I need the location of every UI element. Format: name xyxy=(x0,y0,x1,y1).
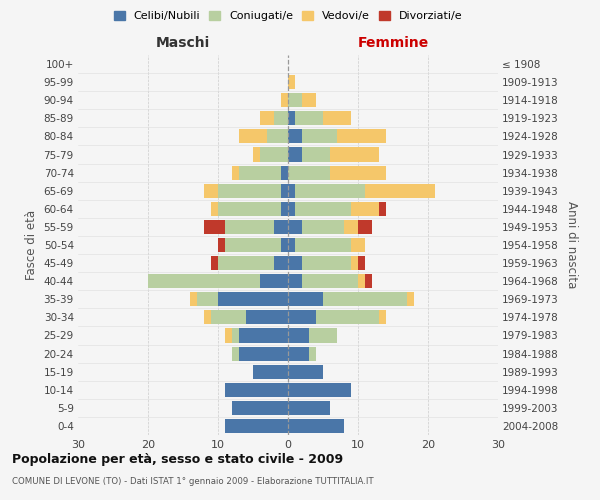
Bar xyxy=(148,274,260,288)
Bar xyxy=(281,166,288,179)
Bar xyxy=(330,166,386,179)
Bar xyxy=(288,112,295,126)
Bar xyxy=(281,202,288,216)
Bar xyxy=(281,93,288,108)
Bar xyxy=(302,220,344,234)
Bar xyxy=(316,310,379,324)
Bar xyxy=(225,238,281,252)
Bar xyxy=(379,310,386,324)
Y-axis label: Anni di nascita: Anni di nascita xyxy=(565,202,578,288)
Bar xyxy=(260,112,274,126)
Bar xyxy=(365,274,372,288)
Bar xyxy=(295,112,323,126)
Bar xyxy=(379,202,386,216)
Bar xyxy=(274,112,288,126)
Bar xyxy=(288,419,344,433)
Text: Maschi: Maschi xyxy=(156,36,210,50)
Bar xyxy=(288,256,302,270)
Bar xyxy=(225,419,288,433)
Bar xyxy=(337,130,386,143)
Bar xyxy=(351,238,365,252)
Bar xyxy=(288,148,302,162)
Bar xyxy=(407,292,414,306)
Bar xyxy=(309,328,337,342)
Bar xyxy=(253,364,288,378)
Bar xyxy=(267,130,288,143)
Bar xyxy=(211,310,246,324)
Bar xyxy=(288,93,302,108)
Bar xyxy=(323,292,407,306)
Bar xyxy=(302,148,330,162)
Bar xyxy=(288,310,316,324)
Bar xyxy=(232,346,239,360)
Bar xyxy=(225,382,288,397)
Bar xyxy=(260,148,288,162)
Bar xyxy=(218,238,225,252)
Bar xyxy=(358,256,365,270)
Bar xyxy=(232,401,288,415)
Bar xyxy=(190,292,197,306)
Bar xyxy=(288,328,309,342)
Bar xyxy=(246,310,288,324)
Bar xyxy=(295,238,351,252)
Bar xyxy=(218,256,274,270)
Bar xyxy=(288,292,323,306)
Bar xyxy=(281,184,288,198)
Bar xyxy=(253,148,260,162)
Bar xyxy=(288,75,295,89)
Bar xyxy=(295,202,351,216)
Bar xyxy=(351,256,358,270)
Bar xyxy=(274,220,288,234)
Bar xyxy=(204,184,218,198)
Bar xyxy=(218,292,288,306)
Bar xyxy=(288,130,302,143)
Bar xyxy=(288,401,330,415)
Bar xyxy=(232,328,239,342)
Text: Femmine: Femmine xyxy=(358,36,428,50)
Y-axis label: Fasce di età: Fasce di età xyxy=(25,210,38,280)
Bar xyxy=(232,166,239,179)
Bar xyxy=(288,274,302,288)
Text: COMUNE DI LEVONE (TO) - Dati ISTAT 1° gennaio 2009 - Elaborazione TUTTITALIA.IT: COMUNE DI LEVONE (TO) - Dati ISTAT 1° ge… xyxy=(12,477,374,486)
Bar xyxy=(288,364,323,378)
Bar xyxy=(309,346,316,360)
Bar xyxy=(330,148,379,162)
Bar xyxy=(260,274,288,288)
Bar xyxy=(323,112,351,126)
Bar xyxy=(281,238,288,252)
Bar xyxy=(288,238,295,252)
Bar xyxy=(288,166,330,179)
Bar xyxy=(302,93,316,108)
Bar xyxy=(288,220,302,234)
Bar xyxy=(288,346,309,360)
Bar xyxy=(225,328,232,342)
Bar xyxy=(358,220,372,234)
Bar xyxy=(197,292,218,306)
Bar xyxy=(295,184,365,198)
Bar xyxy=(302,256,351,270)
Bar xyxy=(239,346,288,360)
Bar xyxy=(239,328,288,342)
Bar xyxy=(302,130,337,143)
Bar xyxy=(302,274,358,288)
Bar xyxy=(288,184,295,198)
Bar xyxy=(218,184,281,198)
Bar xyxy=(211,202,218,216)
Legend: Celibi/Nubili, Coniugati/e, Vedovi/e, Divorziati/e: Celibi/Nubili, Coniugati/e, Vedovi/e, Di… xyxy=(113,11,463,22)
Bar xyxy=(204,310,211,324)
Bar xyxy=(218,202,281,216)
Bar xyxy=(288,202,295,216)
Bar xyxy=(211,256,218,270)
Bar xyxy=(358,274,365,288)
Text: Popolazione per età, sesso e stato civile - 2009: Popolazione per età, sesso e stato civil… xyxy=(12,452,343,466)
Bar xyxy=(365,184,435,198)
Bar xyxy=(204,220,225,234)
Bar xyxy=(344,220,358,234)
Bar xyxy=(225,220,274,234)
Bar xyxy=(274,256,288,270)
Bar xyxy=(239,130,267,143)
Bar xyxy=(288,382,351,397)
Bar xyxy=(239,166,281,179)
Bar xyxy=(351,202,379,216)
